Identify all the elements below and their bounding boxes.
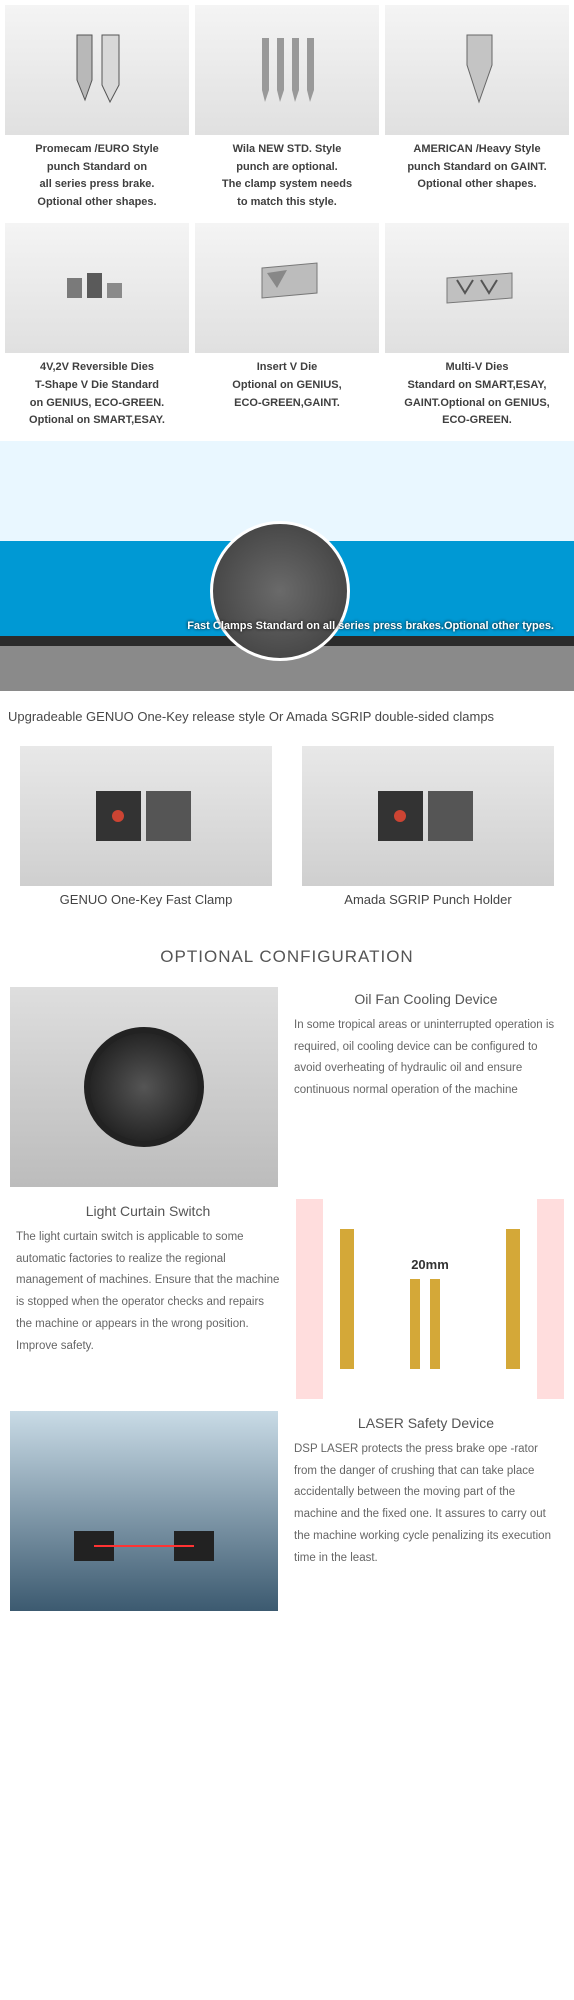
product-cell: Wila NEW STD. Style punch are optional. … bbox=[194, 4, 380, 218]
clamp-caption: GENUO One-Key Fast Clamp bbox=[20, 886, 272, 913]
product-grid: Promecam /EURO Style punch Standard on a… bbox=[0, 0, 574, 441]
feature-row: LASER Safety Device DSP LASER protects th… bbox=[0, 1405, 574, 1617]
product-image bbox=[5, 5, 189, 135]
clamp-cell: Amada SGRIP Punch Holder bbox=[302, 746, 554, 913]
product-image bbox=[5, 223, 189, 353]
feature-description: In some tropical areas or uninterrupted … bbox=[294, 1015, 558, 1102]
features-list: Oil Fan Cooling Device In some tropical a… bbox=[0, 981, 574, 1617]
feature-text: Light Curtain Switch The light curtain sw… bbox=[10, 1199, 286, 1399]
product-image bbox=[195, 5, 379, 135]
feature-row: 20mm Light Curtain Switch The light curtai… bbox=[0, 1193, 574, 1405]
product-caption: Insert V Die Optional on GENIUS, ECO-GRE… bbox=[230, 353, 343, 418]
fast-clamps-banner: Fast Clamps Standard on all series press… bbox=[0, 441, 574, 691]
upgrade-text: Upgradeable GENUO One-Key release style … bbox=[0, 691, 574, 742]
product-caption: 4V,2V Reversible Dies T-Shape V Die Stan… bbox=[27, 353, 167, 435]
clamp-inset-photo bbox=[210, 521, 350, 661]
feature-image bbox=[10, 1411, 278, 1611]
feature-description: DSP LASER protects the press brake ope -… bbox=[294, 1439, 558, 1570]
product-caption: Wila NEW STD. Style punch are optional. … bbox=[220, 135, 354, 217]
clamp-image bbox=[302, 746, 554, 886]
product-caption: Multi-V Dies Standard on SMART,ESAY, GAI… bbox=[402, 353, 551, 435]
feature-image: 20mm bbox=[296, 1199, 564, 1399]
product-cell: Insert V Die Optional on GENIUS, ECO-GRE… bbox=[194, 222, 380, 436]
product-image bbox=[195, 223, 379, 353]
product-cell: 4V,2V Reversible Dies T-Shape V Die Stan… bbox=[4, 222, 190, 436]
feature-text: LASER Safety Device DSP LASER protects th… bbox=[288, 1411, 564, 1611]
product-caption: AMERICAN /Heavy Style punch Standard on … bbox=[405, 135, 548, 200]
clamp-caption: Amada SGRIP Punch Holder bbox=[302, 886, 554, 913]
feature-description: The light curtain switch is applicable t… bbox=[16, 1227, 280, 1358]
clamp-options-grid: GENUO One-Key Fast Clamp Amada SGRIP Punc… bbox=[0, 742, 574, 917]
product-caption: Promecam /EURO Style punch Standard on a… bbox=[33, 135, 161, 217]
svg-text:20mm: 20mm bbox=[411, 1257, 449, 1272]
feature-row: Oil Fan Cooling Device In some tropical a… bbox=[0, 981, 574, 1193]
product-cell: AMERICAN /Heavy Style punch Standard on … bbox=[384, 4, 570, 218]
feature-text: Oil Fan Cooling Device In some tropical a… bbox=[288, 987, 564, 1187]
product-image bbox=[385, 5, 569, 135]
section-header: OPTIONAL CONFIGURATION bbox=[0, 917, 574, 981]
banner-caption: Fast Clamps Standard on all series press… bbox=[187, 618, 554, 636]
feature-title: Oil Fan Cooling Device bbox=[294, 991, 558, 1007]
product-cell: Multi-V Dies Standard on SMART,ESAY, GAI… bbox=[384, 222, 570, 436]
product-cell: Promecam /EURO Style punch Standard on a… bbox=[4, 4, 190, 218]
feature-title: Light Curtain Switch bbox=[16, 1203, 280, 1219]
clamp-image bbox=[20, 746, 272, 886]
feature-title: LASER Safety Device bbox=[294, 1415, 558, 1431]
product-image bbox=[385, 223, 569, 353]
clamp-cell: GENUO One-Key Fast Clamp bbox=[20, 746, 272, 913]
feature-image bbox=[10, 987, 278, 1187]
